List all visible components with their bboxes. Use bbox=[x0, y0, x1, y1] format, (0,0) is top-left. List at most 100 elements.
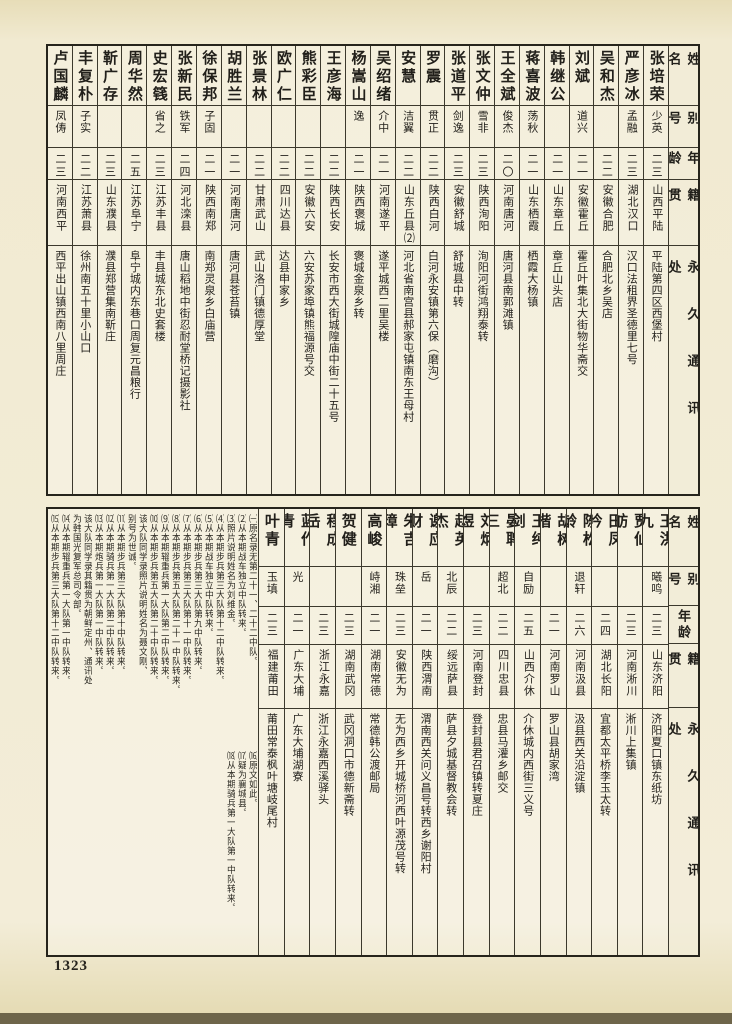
courtesy-name-cell: 自励 bbox=[515, 567, 540, 607]
courtesy-name-cell: 省之 bbox=[147, 106, 172, 148]
table-header-column: 姓名 别号 年龄 籍贯 永久通讯处 bbox=[668, 46, 698, 494]
native-place-cell-text: 安徽霍丘 bbox=[576, 184, 589, 232]
name-cell-text: 张道平 bbox=[448, 50, 465, 104]
address-cell-text: 唐河县南郭滩镇 bbox=[501, 250, 514, 331]
age-cell: 二五 bbox=[515, 607, 540, 645]
courtesy-name-cell: 贯正 bbox=[420, 106, 445, 148]
native-place-cell: 安徽霍丘 bbox=[569, 180, 594, 246]
courtesy-name-cell-text: 退轩 bbox=[572, 571, 585, 595]
age-cell: 二一 bbox=[221, 148, 246, 180]
name-cell: 丰复朴 bbox=[72, 46, 97, 106]
person-column: 史宏篯 省之 二三 江苏丰县 丰县城东北史套楼 bbox=[146, 46, 172, 494]
address-cell: 介休城内西街三义号 bbox=[515, 709, 540, 955]
person-column: 靳广存 二三 山东濮县 濮县郑营集南靳庄 bbox=[96, 46, 122, 494]
native-place-cell-text: 陕西渭南 bbox=[419, 649, 432, 697]
person-column: 欧广仁 二二 四川达县 达县申家乡 bbox=[270, 46, 296, 494]
courtesy-name-cell-text: 珠垒 bbox=[393, 571, 406, 595]
courtesy-name-cell bbox=[271, 106, 296, 148]
name-cell: 赵英杰 bbox=[438, 509, 463, 567]
address-cell: 徐州南五十里小山口 bbox=[73, 246, 97, 494]
header-cell: 姓名 bbox=[669, 509, 698, 567]
extra-notes-block: ⒃原文如此。 ⒄疑为襄城县。 ⒅从本期骑兵第一大队第一中队转来。 bbox=[224, 751, 257, 951]
age-cell: 二六 bbox=[566, 607, 592, 645]
native-place-cell: 陕西渭南 bbox=[412, 645, 438, 709]
courtesy-name-cell bbox=[122, 106, 147, 148]
person-column: 杨嵩山逸二一陕西褒城褒城金泉乡转 bbox=[345, 46, 370, 494]
header-cell: 姓名 bbox=[669, 46, 698, 106]
address-cell: 渭南西关问义昌号转西乡谢阳村 bbox=[413, 709, 438, 955]
person-column: 丰复朴 子实 二二 江苏萧县 徐州南五十里小山口 bbox=[71, 46, 97, 494]
courtesy-name-cell bbox=[540, 567, 566, 607]
name-cell: 杨嵩山 bbox=[346, 46, 370, 106]
native-place-cell-text: 河南登封 bbox=[471, 649, 484, 697]
age-cell: 二三 bbox=[310, 607, 335, 645]
age-cell: 二三 bbox=[259, 607, 284, 645]
native-place-cell-text: 陕西长安 bbox=[327, 184, 340, 232]
header-cell: 别号 bbox=[669, 106, 698, 148]
native-place-cell-text: 山东丘县⑵ bbox=[402, 184, 415, 244]
age-cell: 二四 bbox=[592, 607, 617, 645]
note-column: ⒂从本期步兵第三大队第十二中队转来。 bbox=[50, 514, 59, 685]
name-cell-text: 程成岳 bbox=[310, 513, 335, 549]
note-column: 该大队同学录照片说明姓名为聂文刚、 bbox=[138, 514, 147, 676]
courtesy-name-cell bbox=[592, 567, 617, 607]
header-name: 姓名 bbox=[669, 52, 698, 81]
courtesy-name-cell: 荡秋 bbox=[519, 106, 544, 148]
note-column: ⑷从本期步兵第三大队第十二中队转来。 bbox=[215, 514, 224, 685]
age-cell-text: 二一 bbox=[367, 612, 380, 638]
name-cell: 田凤吟 bbox=[592, 509, 617, 567]
native-place-cell: 湖北长阳 bbox=[592, 645, 617, 709]
name-cell: 王洪九 bbox=[643, 509, 668, 567]
address-cell-text: 萨县夕城基督教会转 bbox=[444, 713, 457, 817]
name-cell-text: 卢国麟 bbox=[51, 50, 68, 104]
age-cell: 二一 bbox=[412, 607, 438, 645]
courtesy-name-cell: 逸 bbox=[346, 106, 370, 148]
address-cell: 常德韩公渡邮局 bbox=[362, 709, 387, 955]
address-cell: 河北省南宫县郝家屯镇南东王母村 bbox=[396, 246, 420, 494]
name-cell: 王全斌 bbox=[495, 46, 519, 106]
native-place-cell: 湖北汉口 bbox=[619, 180, 644, 246]
name-cell-text: 杨嵩山 bbox=[349, 50, 366, 104]
courtesy-name-cell-text: 凤俦 bbox=[53, 110, 66, 134]
address-cell: 霍丘叶集北大街物华斋交 bbox=[570, 246, 594, 494]
native-place-cell-text: 陕西南郑 bbox=[203, 184, 216, 232]
note-column: ⑸从本期战车独立中队转来。 bbox=[204, 514, 213, 638]
address-cell-text: 阜宁城内东巷口周复元昌粮行 bbox=[128, 250, 141, 400]
age-cell-text: 二二 bbox=[401, 153, 414, 179]
address-cell-text: 洵阳河街鸿翔泰转 bbox=[476, 250, 489, 342]
person-column: 胡胜兰 二一 河南唐河 唐河县苍苔镇 bbox=[220, 46, 246, 494]
courtesy-name-cell-text: 俊杰 bbox=[501, 110, 514, 134]
native-place-cell-text: 陕西褒城 bbox=[352, 184, 365, 232]
courtesy-name-cell: 剑逸 bbox=[445, 106, 470, 148]
address-cell-text: 霍丘叶集北大街物华斋交 bbox=[575, 250, 588, 377]
age-cell-text: 二五 bbox=[128, 153, 141, 179]
header-cell: 别号 bbox=[669, 567, 698, 607]
name-cell-text: 晏聘三 bbox=[489, 513, 515, 549]
courtesy-name-cell bbox=[221, 106, 246, 148]
person-column: 徐保邦 子固 二一 陕西南郑 南郑灵泉乡白庙营 bbox=[195, 46, 221, 494]
name-cell-text: 胡树楷 bbox=[540, 513, 566, 549]
age-cell: 二二 bbox=[72, 148, 97, 180]
notes-region: ㈠原名录无第二十一、二十二中队。 ⑵从本期战车独立中队转来。 ⑶照片说明姓名为刘维金… bbox=[48, 509, 258, 955]
name-cell: 胡树楷 bbox=[540, 509, 566, 567]
address-cell-text: 济阳夏口镇东纸坊 bbox=[649, 713, 662, 805]
age-cell-text: 二二 bbox=[444, 612, 457, 638]
native-place-cell-text: 四川达县 bbox=[278, 184, 291, 232]
age-cell: 二一 bbox=[346, 148, 370, 180]
person-column: 严彦冰 孟融 二三 湖北汉口 汉口法租界圣德里七号 bbox=[618, 46, 644, 494]
address-cell: 济阳夏口镇东纸坊 bbox=[643, 709, 668, 955]
native-place-cell: 广东大埔 bbox=[284, 645, 310, 709]
address-cell-text: 长安市西大街城隍庙中街二十五号 bbox=[327, 250, 340, 423]
name-cell-text: 徐保邦 bbox=[200, 50, 217, 104]
courtesy-name-cell: 北辰 bbox=[438, 567, 463, 607]
person-column: 贺健 二三 湖南武冈 武冈洞口市德新斋转 bbox=[334, 509, 361, 955]
native-place-cell-text: 河南遂平 bbox=[377, 184, 390, 232]
address-cell-text: 丰县城东北史套楼 bbox=[153, 250, 166, 342]
name-cell-text: 贾仙舫 bbox=[617, 513, 643, 549]
native-place-cell-text: 河南罗山 bbox=[547, 649, 560, 697]
native-place-cell-text: 河南汲县 bbox=[573, 649, 586, 697]
name-cell-text: 蒋喜波 bbox=[523, 50, 540, 104]
name-cell: 安慧 bbox=[395, 46, 420, 106]
name-cell: 周华然 bbox=[122, 46, 147, 106]
address-cell: 褒城金泉乡转 bbox=[346, 246, 370, 494]
